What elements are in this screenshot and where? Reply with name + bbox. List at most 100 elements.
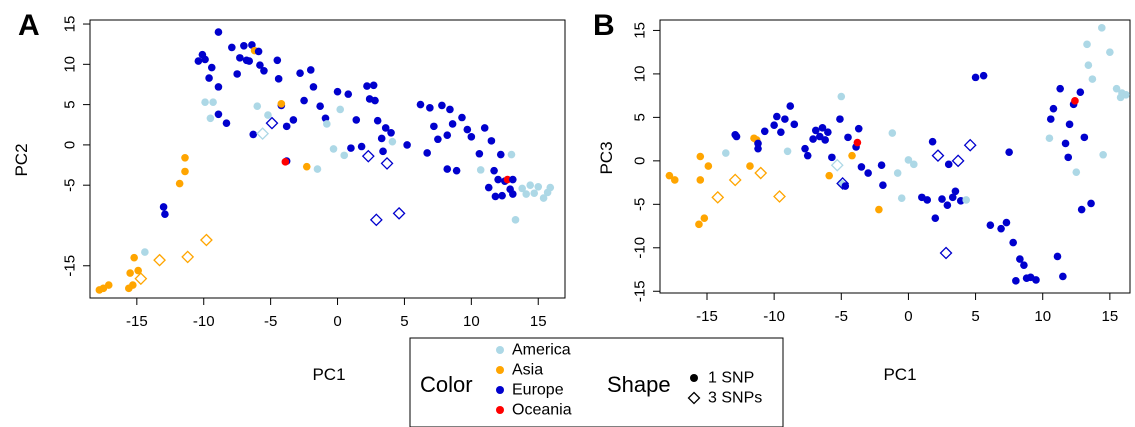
data-point-asia-1snp xyxy=(302,162,311,171)
panel-a-x-tick-label: 10 xyxy=(463,313,480,330)
data-point-europe-3snp xyxy=(951,154,965,168)
panel-a-plot-frame xyxy=(89,19,566,299)
data-point-america-1snp xyxy=(340,151,349,160)
data-point-asia-1snp xyxy=(181,167,189,176)
data-point-europe-1snp xyxy=(509,175,517,184)
data-point-europe-1snp xyxy=(214,110,223,119)
legend-label-shape: 3 SNPs xyxy=(708,390,762,407)
legend: Color America Asia Europe Oceania Shape 1 S… xyxy=(409,337,784,427)
data-point-america-1snp xyxy=(962,196,970,204)
legend-swatch-europe xyxy=(496,386,504,394)
legend-swatch-america xyxy=(496,346,504,354)
data-point-europe-1snp xyxy=(463,125,472,134)
data-point-europe-1snp xyxy=(379,147,387,156)
data-point-europe-1snp xyxy=(222,119,231,127)
data-point-europe-3snp xyxy=(361,149,375,163)
data-point-oceania-1snp xyxy=(503,175,512,184)
data-point-europe-1snp xyxy=(248,41,256,49)
data-point-europe-1snp xyxy=(943,201,952,209)
data-point-america-1snp xyxy=(546,183,555,192)
data-point-europe-1snp xyxy=(928,137,937,146)
panel-b-plot-frame xyxy=(659,19,1131,294)
data-point-europe-1snp xyxy=(498,191,506,200)
data-point-europe-1snp xyxy=(214,28,223,36)
data-point-europe-1snp xyxy=(289,116,298,124)
data-point-europe-1snp xyxy=(377,134,386,143)
data-point-america-1snp xyxy=(1072,168,1081,176)
panel-a-ticks: -15 -10 -5 0 5 10 15 -15 -5 0 5 10 15 xyxy=(62,16,547,330)
data-point-europe-1snp xyxy=(490,166,498,175)
data-point-europe-3snp xyxy=(939,246,953,260)
data-point-europe-1snp xyxy=(333,87,342,96)
legend-shape-title: Shape xyxy=(607,372,671,397)
data-point-europe-1snp xyxy=(1032,276,1040,284)
data-point-europe-1snp xyxy=(841,182,850,190)
data-point-europe-1snp xyxy=(438,101,446,110)
data-point-europe-3snp xyxy=(931,149,945,163)
data-point-europe-1snp xyxy=(1009,238,1017,247)
data-point-europe-1snp xyxy=(446,105,454,114)
data-point-america-1snp xyxy=(313,165,322,173)
data-point-asia-1snp xyxy=(695,220,703,229)
data-point-america-1snp xyxy=(209,98,217,106)
panel-a-x-label: PC1 xyxy=(312,365,345,384)
data-point-europe-1snp xyxy=(1020,261,1028,269)
data-point-europe-3snp xyxy=(836,177,850,190)
data-point-america-1snp xyxy=(323,120,331,128)
data-point-asia-1snp xyxy=(746,162,754,170)
data-point-america-3snp xyxy=(830,158,844,172)
data-point-europe-1snp xyxy=(403,141,411,149)
data-point-america-1snp xyxy=(893,169,902,177)
data-point-europe-1snp xyxy=(938,195,946,203)
data-point-asia-1snp xyxy=(700,214,709,223)
data-point-asia-3snp xyxy=(181,250,195,264)
data-point-asia-1snp xyxy=(875,205,883,214)
data-point-europe-1snp xyxy=(161,210,169,218)
data-point-europe-1snp xyxy=(818,124,827,132)
data-point-europe-1snp xyxy=(1065,120,1074,129)
data-point-asia-1snp xyxy=(670,176,679,184)
data-point-europe-1snp xyxy=(877,161,886,169)
data-point-asia-1snp xyxy=(104,281,113,289)
data-point-europe-1snp xyxy=(1080,133,1089,142)
legend-color-title: Color xyxy=(420,372,473,397)
panel-b-x-tick-label: 5 xyxy=(971,308,979,325)
data-point-europe-1snp xyxy=(1064,153,1073,162)
data-point-asia-3snp xyxy=(711,190,725,204)
data-point-europe-1snp xyxy=(1022,274,1031,283)
data-point-europe-1snp xyxy=(1005,148,1013,156)
data-point-europe-1snp xyxy=(194,57,203,65)
panel-b-x-tick-label: -15 xyxy=(696,308,718,325)
data-point-europe-1snp xyxy=(300,96,308,105)
data-point-europe-1snp xyxy=(1056,84,1064,93)
panel-b-x-tick-label: 15 xyxy=(1102,308,1119,325)
data-point-europe-3snp xyxy=(369,213,383,227)
data-point-europe-1snp xyxy=(254,47,263,56)
data-point-europe-1snp xyxy=(1059,272,1067,281)
panel-a-y-tick-label: 15 xyxy=(62,16,79,33)
data-point-america-1snp xyxy=(1098,24,1106,32)
data-point-asia-1snp xyxy=(277,100,286,108)
data-point-europe-1snp xyxy=(316,102,324,111)
data-point-america-1snp xyxy=(837,92,846,101)
panel-a-x-tick-label: 5 xyxy=(400,313,408,330)
data-point-europe-1snp xyxy=(811,126,820,135)
data-point-europe-1snp xyxy=(760,127,769,136)
data-point-europe-1snp xyxy=(944,160,953,169)
data-point-europe-1snp xyxy=(233,70,241,78)
data-point-europe-1snp xyxy=(240,41,248,50)
data-point-europe-1snp xyxy=(857,163,866,171)
legend-shape-entries: 1 SNP 3 SNPs xyxy=(687,370,762,407)
data-point-america-1snp xyxy=(206,114,215,123)
panel-a-y-tick-label: 5 xyxy=(62,100,79,108)
data-point-asia-3snp xyxy=(199,233,213,247)
data-point-europe-1snp xyxy=(416,100,425,109)
data-point-europe-1snp xyxy=(274,75,283,83)
data-point-europe-1snp xyxy=(1077,205,1086,214)
panel-a-x-tick-label: -5 xyxy=(264,313,277,330)
data-point-oceania-1snp xyxy=(1071,97,1079,105)
data-point-europe-1snp xyxy=(1049,104,1058,113)
data-point-europe-1snp xyxy=(458,113,466,122)
data-point-europe-1snp xyxy=(1076,88,1085,96)
